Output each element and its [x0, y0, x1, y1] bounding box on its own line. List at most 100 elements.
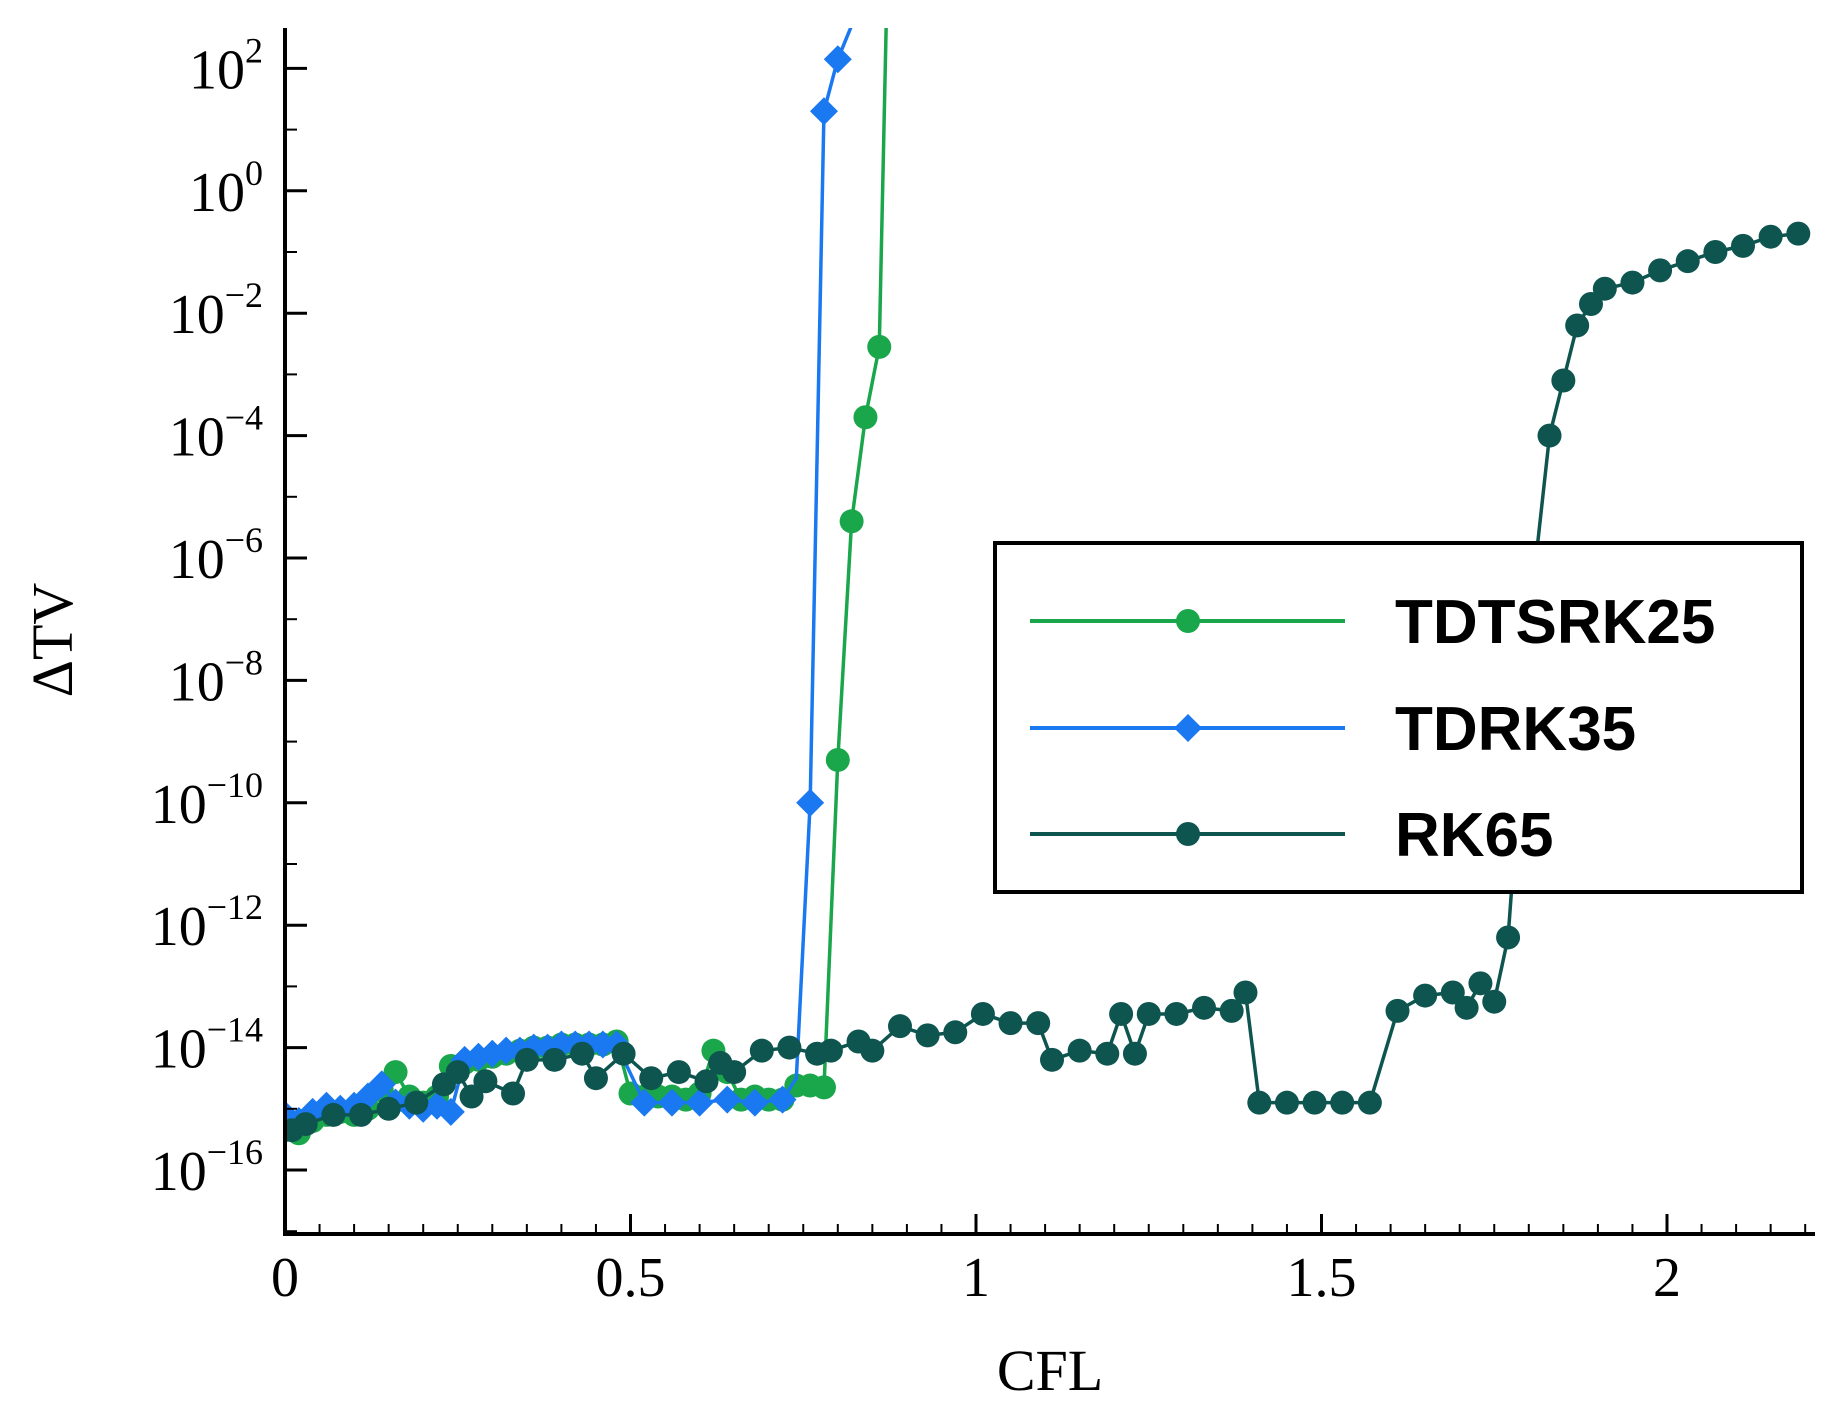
data-point [367, 1070, 396, 1099]
data-point [818, 1038, 843, 1063]
data-point [1357, 1090, 1382, 1115]
x-tick-label: 0.5 [596, 1247, 666, 1309]
y-tick-label: 10−14 [151, 1010, 263, 1081]
data-point [1413, 983, 1438, 1008]
plot-area [285, 28, 1811, 1146]
axes [283, 28, 1815, 1236]
data-point [1454, 995, 1479, 1020]
data-point [722, 1060, 747, 1085]
data-point [570, 1041, 595, 1066]
data-point [1592, 276, 1617, 301]
data-point [943, 1020, 968, 1045]
data-point [383, 1060, 408, 1085]
data-point [867, 334, 892, 359]
data-point [1578, 292, 1603, 317]
data-point [1247, 1090, 1272, 1115]
x-tick-label: 0 [271, 1247, 299, 1309]
y-tick-label: 10−16 [151, 1132, 263, 1203]
data-point [1565, 313, 1590, 338]
data-point [970, 1001, 995, 1026]
series-tdrk35 [285, 28, 853, 1136]
x-tick-label: 1 [962, 1247, 990, 1309]
data-point [823, 45, 852, 74]
data-point [853, 405, 878, 430]
data-point [740, 1088, 769, 1117]
data-point [1468, 971, 1493, 996]
data-point [1758, 224, 1783, 249]
data-point [1330, 1090, 1355, 1115]
data-point [749, 1038, 774, 1063]
data-point [811, 1075, 836, 1100]
data-point [1302, 1090, 1327, 1115]
y-tick-label: 10−2 [169, 275, 263, 346]
data-point [639, 1066, 664, 1091]
data-point [1109, 1001, 1134, 1026]
data-point [1026, 1011, 1051, 1036]
data-point [713, 1085, 742, 1114]
data-point [1136, 1001, 1161, 1026]
data-point [349, 1102, 374, 1127]
x-axis-ticks: 0 0.5 1 1.5 2 [271, 1214, 1807, 1309]
data-point [777, 1035, 802, 1060]
legend: TDTSRK25 TDRK35 RK65 [993, 541, 1804, 894]
legend-item-tdtsrk25: TDTSRK25 [1030, 588, 1715, 657]
data-point [1496, 925, 1521, 950]
data-point [666, 1060, 691, 1085]
data-point [321, 1102, 346, 1127]
data-point [1164, 1001, 1189, 1026]
data-point [1095, 1041, 1120, 1066]
data-point [1551, 368, 1576, 393]
data-point [501, 1081, 526, 1106]
data-point [768, 1085, 797, 1114]
data-point [839, 509, 864, 534]
data-point [1482, 989, 1507, 1014]
data-point [796, 788, 825, 817]
data-point [685, 1088, 714, 1117]
data-point [998, 1011, 1023, 1036]
data-point [293, 1112, 318, 1137]
data-point [1620, 270, 1645, 295]
legend-marker [1176, 822, 1200, 846]
x-tick-label: 1.5 [1287, 1247, 1357, 1309]
y-tick-label: 102 [189, 30, 263, 101]
data-point [1675, 249, 1700, 274]
series-tdtsrk25 [285, 28, 892, 1146]
data-point [514, 1047, 539, 1072]
data-point [915, 1023, 940, 1048]
legend-marker [1176, 609, 1200, 633]
data-point [860, 1038, 885, 1063]
data-point [630, 1088, 659, 1117]
y-tick-label: 10−4 [169, 398, 263, 469]
y-tick-label: 10−10 [151, 765, 263, 836]
data-point [1219, 998, 1244, 1023]
data-point [436, 1097, 465, 1126]
data-point [611, 1041, 636, 1066]
data-point [1233, 980, 1258, 1005]
data-point [459, 1084, 484, 1109]
data-point [1274, 1090, 1299, 1115]
data-point [809, 97, 838, 126]
data-point [1192, 995, 1217, 1020]
data-point [825, 747, 850, 772]
data-point [1122, 1041, 1147, 1066]
series-line [285, 28, 888, 1136]
legend-item-tdrk35: TDRK35 [1030, 695, 1636, 764]
data-point [542, 1047, 567, 1072]
data-point [473, 1069, 498, 1094]
data-point [1648, 258, 1673, 283]
data-point [694, 1069, 719, 1094]
y-tick-label: 100 [189, 153, 263, 224]
data-point [1703, 240, 1728, 264]
x-tick-label: 2 [1653, 1247, 1681, 1309]
series-line [285, 28, 853, 1124]
data-point [376, 1096, 401, 1121]
y-axis-label: ΔTV [20, 583, 85, 698]
y-axis-ticks: 102 100 10−2 10−4 10−6 10−8 10−10 10−12 10−14 10−… [151, 30, 307, 1233]
data-point [1440, 980, 1465, 1005]
data-point [445, 1060, 470, 1085]
y-tick-label: 10−6 [169, 520, 263, 591]
data-point [657, 1088, 686, 1117]
data-point [1731, 233, 1756, 258]
data-point [1067, 1038, 1092, 1063]
